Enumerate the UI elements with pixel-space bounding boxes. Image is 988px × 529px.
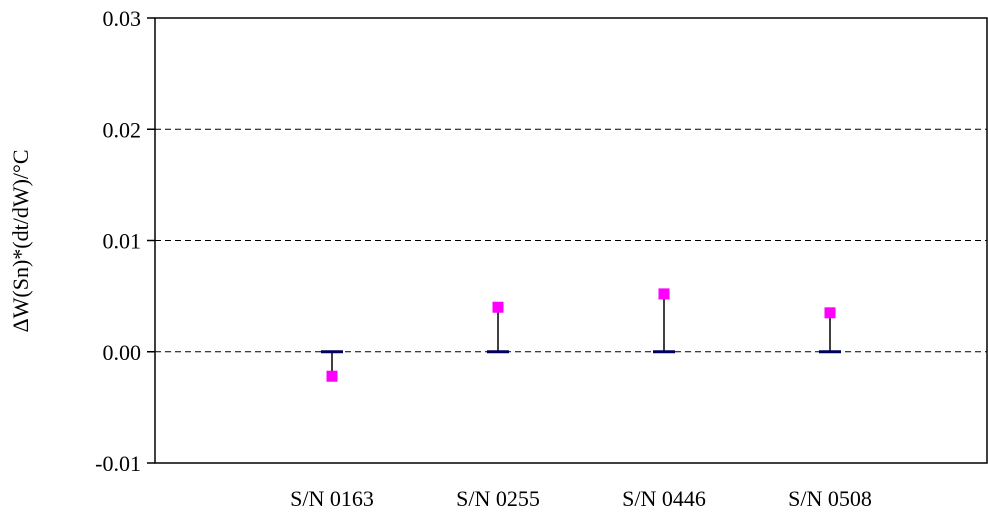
y-tick-label: 0.01 xyxy=(103,229,142,254)
y-tick-label: -0.01 xyxy=(95,451,141,476)
data-point xyxy=(326,370,338,382)
x-tick-labels: S/N 0163 S/N 0255 S/N 0446 S/N 0508 xyxy=(290,486,872,511)
gridlines xyxy=(155,128,987,353)
y-tick-label: 0.03 xyxy=(103,6,142,31)
y-tick-marks xyxy=(147,17,155,464)
y-tick-labels: 0.03 0.02 0.01 0.00 -0.01 xyxy=(95,6,141,476)
x-tick-label: S/N 0255 xyxy=(456,486,540,511)
data-points xyxy=(326,288,836,382)
x-tick-label: S/N 0446 xyxy=(622,486,706,511)
x-tick-label: S/N 0508 xyxy=(788,486,872,511)
data-point xyxy=(492,301,504,313)
y-axis-title: ΔW(Sn)*(dt/dW)/°C xyxy=(8,149,33,332)
y-tick-label: 0.00 xyxy=(103,340,142,365)
error-bars xyxy=(331,293,831,377)
y-tick-label: 0.02 xyxy=(103,117,142,142)
x-tick-label: S/N 0163 xyxy=(290,486,374,511)
data-point xyxy=(824,307,836,319)
data-point xyxy=(658,288,670,300)
